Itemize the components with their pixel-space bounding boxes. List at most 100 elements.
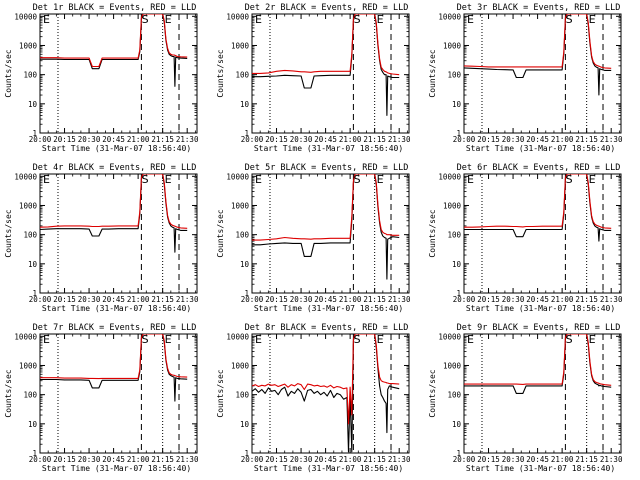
- y-axis-label: Counts/sec: [428, 49, 437, 97]
- x-tick-label: 20:30: [290, 455, 313, 464]
- x-tick-label: 20:30: [290, 135, 313, 144]
- x-tick-label: 21:15: [151, 295, 174, 304]
- marker-e-start: E: [43, 333, 50, 346]
- series-lld-line: [252, 334, 400, 425]
- x-tick-label: 20:45: [314, 295, 337, 304]
- y-tick-label: 100: [23, 71, 37, 80]
- y-axis-label: Counts/sec: [4, 209, 13, 257]
- saa-marker-s: S: [142, 13, 149, 26]
- saa-marker-s: S: [354, 333, 361, 346]
- saa-marker-e: E: [377, 173, 384, 186]
- x-tick-label: 20:15: [53, 455, 76, 464]
- x-tick-label: 21:15: [363, 295, 386, 304]
- x-tick-label: 21:00: [551, 295, 574, 304]
- series-group: [464, 14, 612, 96]
- x-tick-label: 20:00: [453, 455, 476, 464]
- x-tick-label: 21:00: [339, 455, 362, 464]
- y-tick-label: 100: [447, 391, 461, 400]
- x-tick-label: 21:00: [339, 135, 362, 144]
- y-tick-label: 1000: [443, 361, 462, 370]
- x-tick-label: 20:45: [314, 135, 337, 144]
- x-tick-label: 20:15: [265, 295, 288, 304]
- x-tick-label: 20:15: [265, 135, 288, 144]
- series-lld-line: [464, 174, 612, 229]
- series-lld-line: [40, 174, 188, 229]
- series-lld-line: [40, 14, 188, 68]
- y-tick-label: 1000: [443, 41, 462, 50]
- y-tick-label: 10000: [226, 12, 249, 21]
- x-tick-label: 20:30: [502, 455, 525, 464]
- panel-det-4r: Det 4r BLACK = Events, RED = LLD 1 10 100 10…: [4, 163, 199, 313]
- x-tick-label: 21:30: [176, 135, 199, 144]
- x-tick-label: 21:00: [127, 295, 150, 304]
- y-tick-label: 10000: [14, 172, 37, 181]
- saa-marker-e: E: [589, 13, 596, 26]
- x-tick-label: 21:00: [339, 295, 362, 304]
- panel-det-5r: Det 5r BLACK = Events, RED = LLD 1 10 100 10…: [216, 163, 411, 313]
- x-tick-label: 21:15: [363, 455, 386, 464]
- y-tick-label: 10: [240, 260, 250, 269]
- plot-frame: [39, 13, 198, 134]
- x-axis-label: Start Time (31-Mar-07 18:56:40): [466, 304, 615, 313]
- saa-marker-e: E: [165, 333, 172, 346]
- marker-e-start: E: [43, 13, 50, 26]
- x-tick-label: 21:15: [151, 455, 174, 464]
- x-tick-label: 21:30: [388, 295, 411, 304]
- saa-marker-s: S: [354, 173, 361, 186]
- y-tick-label: 1: [456, 129, 461, 138]
- marker-e-start: E: [255, 13, 262, 26]
- plot-frame: [39, 173, 198, 294]
- y-tick-label: 10000: [14, 332, 37, 341]
- y-tick-label: 10: [240, 100, 250, 109]
- x-axis-label: Start Time (31-Mar-07 18:56:40): [42, 144, 191, 153]
- x-tick-label: 20:30: [78, 455, 101, 464]
- x-tick-label: 20:00: [241, 295, 264, 304]
- series-group: [464, 334, 612, 394]
- x-tick-label: 20:00: [29, 135, 52, 144]
- panel-title: Det 3r BLACK = Events, RED = LLD: [457, 3, 621, 13]
- y-tick-label: 100: [447, 71, 461, 80]
- y-tick-label: 1000: [443, 201, 462, 210]
- saa-marker-e: E: [589, 173, 596, 186]
- x-tick-label: 20:45: [526, 135, 549, 144]
- x-tick-label: 21:30: [176, 455, 199, 464]
- x-tick-label: 20:15: [477, 135, 500, 144]
- saa-marker-s: S: [142, 173, 149, 186]
- x-axis-label: Start Time (31-Mar-07 18:56:40): [42, 304, 191, 313]
- x-tick-label: 20:00: [453, 295, 476, 304]
- x-tick-label: 20:15: [477, 455, 500, 464]
- plot-frame: [39, 333, 198, 454]
- y-tick-label: 1: [244, 289, 249, 298]
- x-tick-label: 20:00: [241, 135, 264, 144]
- series-group: [464, 174, 612, 242]
- y-tick-label: 1000: [19, 41, 38, 50]
- series-group: [40, 334, 188, 402]
- x-tick-label: 21:30: [176, 295, 199, 304]
- y-axis-label: Counts/sec: [216, 369, 225, 417]
- saa-marker-e: E: [589, 333, 596, 346]
- y-tick-label: 1000: [19, 361, 38, 370]
- x-axis-label: Start Time (31-Mar-07 18:56:40): [466, 464, 615, 473]
- saa-marker-e: E: [165, 173, 172, 186]
- y-tick-label: 1000: [231, 361, 250, 370]
- x-tick-label: 20:30: [290, 295, 313, 304]
- x-tick-label: 21:15: [151, 135, 174, 144]
- y-tick-label: 1: [244, 129, 249, 138]
- y-tick-label: 10: [28, 100, 38, 109]
- panel-det-8r: Det 8r BLACK = Events, RED = LLD 1 10 100 10…: [216, 323, 411, 473]
- plot-frame: [251, 333, 410, 454]
- x-tick-label: 20:45: [526, 295, 549, 304]
- y-tick-label: 10: [240, 420, 250, 429]
- x-tick-label: 21:00: [127, 135, 150, 144]
- x-tick-label: 21:30: [388, 135, 411, 144]
- panel-title: Det 4r BLACK = Events, RED = LLD: [33, 163, 197, 173]
- y-tick-label: 1: [244, 449, 249, 458]
- y-tick-label: 100: [235, 231, 249, 240]
- y-tick-label: 100: [447, 231, 461, 240]
- y-tick-label: 10000: [14, 12, 37, 21]
- y-tick-label: 10000: [226, 172, 249, 181]
- marker-e-start: E: [43, 173, 50, 186]
- panel-title: Det 1r BLACK = Events, RED = LLD: [33, 3, 197, 13]
- panel-title: Det 8r BLACK = Events, RED = LLD: [245, 323, 409, 333]
